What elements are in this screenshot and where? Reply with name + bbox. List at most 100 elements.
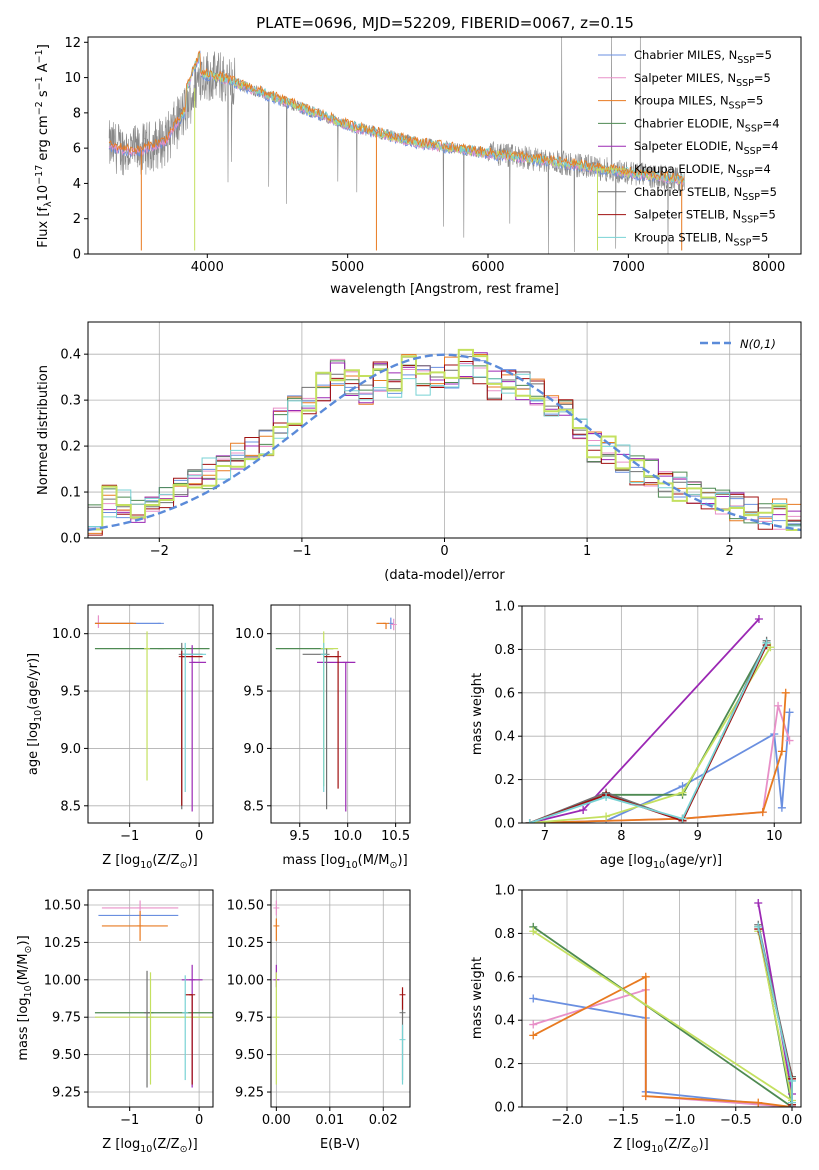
label-fragment: Chabrier STELIB, N bbox=[634, 185, 742, 199]
label-fragment: =5 bbox=[755, 48, 772, 62]
y-tick-label: 9.25 bbox=[52, 1086, 81, 1101]
x-axis-label: age [log10(age/yr)] bbox=[600, 853, 722, 871]
x-tick-label: 10.0 bbox=[333, 829, 362, 844]
x-tick-label: 9.5 bbox=[289, 829, 310, 844]
label-fragment: mass [log bbox=[16, 997, 31, 1060]
plot-area-weight-vs-Z bbox=[529, 899, 796, 1107]
mass-weight-line bbox=[529, 712, 791, 823]
label-fragment: ] bbox=[36, 44, 51, 49]
label-fragment: )] bbox=[398, 853, 408, 868]
y-axis-label: Flux [fλ10−17 erg cm−2 s−1 A−1] bbox=[34, 44, 54, 248]
label-fragment: −1 bbox=[34, 76, 45, 90]
legend-entry-label: Chabrier MILES, NSSP=5 bbox=[634, 48, 772, 66]
y-axis-label: mass [log10(M/M⊙)] bbox=[16, 935, 34, 1060]
x-axis-label: wavelength [Angstrom, rest frame] bbox=[330, 282, 559, 297]
label-fragment: =5 bbox=[760, 185, 777, 199]
data-point-marker bbox=[758, 808, 767, 817]
x-tick-label: 10 bbox=[766, 829, 783, 844]
label-fragment: Kroupa MILES, N bbox=[634, 94, 729, 108]
residual-histogram-step bbox=[88, 348, 801, 532]
axes-frame bbox=[87, 889, 214, 1108]
data-point-marker bbox=[785, 736, 794, 745]
y-tick-label: 0.0 bbox=[60, 532, 81, 547]
model-spectrum-line bbox=[178, 53, 685, 183]
label-fragment: A bbox=[36, 63, 51, 76]
label-fragment: =4 bbox=[754, 162, 771, 176]
legend-entry-label: Salpeter MILES, NSSP=5 bbox=[634, 71, 771, 89]
y-tick-label: 8.5 bbox=[60, 799, 81, 814]
axes-frame bbox=[270, 889, 411, 1108]
legend-entry-label: Chabrier ELODIE, NSSP=4 bbox=[634, 116, 780, 134]
x-tick-label: 7000 bbox=[612, 260, 645, 275]
y-tick-label: 10 bbox=[64, 71, 81, 86]
label-fragment: (Z/Z bbox=[152, 853, 179, 868]
axes-frame bbox=[270, 604, 411, 824]
x-tick-label: 10.5 bbox=[381, 829, 410, 844]
x-tick-label: 6000 bbox=[471, 260, 504, 275]
data-point-marker bbox=[529, 1031, 538, 1040]
y-tick-label: 0.3 bbox=[60, 394, 81, 409]
mass-weight-line bbox=[529, 705, 791, 823]
label-fragment: Salpeter STELIB, N bbox=[634, 208, 741, 222]
y-tick-label: 0.2 bbox=[494, 773, 515, 788]
label-fragment: SSP bbox=[734, 237, 752, 248]
label-fragment: =5 bbox=[751, 230, 768, 244]
label-fragment: =5 bbox=[754, 71, 771, 85]
x-tick-label: 9 bbox=[694, 829, 702, 844]
axes-residuals: −2 −1 0 1 2 0.0 0.1 0.2 0.3 0.4 bbox=[60, 321, 802, 559]
axes-age-vs-Z: −1 0 8.5 9.0 9.5 10.0 bbox=[52, 604, 214, 844]
label-fragment: Kroupa ELODIE, N bbox=[634, 162, 736, 176]
y-tick-label: 1.0 bbox=[494, 884, 515, 899]
x-tick-label: 8000 bbox=[752, 260, 785, 275]
data-point-marker bbox=[641, 972, 650, 981]
x-tick-label: 0.01 bbox=[315, 1113, 344, 1128]
y-tick-label: 0.1 bbox=[60, 486, 81, 501]
data-point-marker bbox=[602, 812, 611, 821]
label-fragment: ⊙ bbox=[23, 946, 34, 954]
x-tick-label: 0 bbox=[440, 544, 448, 559]
x-tick-label: −2 bbox=[150, 544, 169, 559]
data-point-marker bbox=[774, 701, 783, 710]
x-tick-label: −1 bbox=[120, 1113, 139, 1128]
axes-mass-vs-EBV: 0.00 0.01 0.02 9.25 9.50 9.75 10.00 10.25 10.50 bbox=[227, 889, 411, 1128]
y-tick-label: 4 bbox=[73, 177, 81, 192]
y-tick-label: 9.5 bbox=[60, 685, 81, 700]
label-fragment: (M/M bbox=[358, 853, 390, 868]
x-axis-label: Z [log10(Z/Z⊙)] bbox=[102, 1137, 197, 1155]
y-tick-label: 0.2 bbox=[494, 1057, 515, 1072]
y-tick-label: 10.0 bbox=[235, 627, 264, 642]
label-fragment: 10 bbox=[33, 710, 44, 722]
model-spectrum-line bbox=[178, 52, 685, 184]
y-tick-label: 10.25 bbox=[44, 936, 81, 951]
y-axis-label: mass weight bbox=[470, 957, 485, 1039]
data-point-marker bbox=[602, 792, 611, 801]
mass-weight-line bbox=[529, 646, 772, 823]
y-tick-label: 10.00 bbox=[44, 973, 81, 988]
y-tick-label: 9.50 bbox=[52, 1048, 81, 1063]
x-tick-label: −1 bbox=[120, 829, 139, 844]
label-fragment: 10 bbox=[36, 185, 51, 202]
label-fragment: −17 bbox=[34, 165, 45, 185]
x-tick-label: −1.5 bbox=[607, 1113, 639, 1128]
label-fragment: (Z/Z bbox=[663, 1137, 690, 1152]
data-point-marker bbox=[529, 994, 538, 1003]
data-point-marker bbox=[529, 1020, 538, 1029]
y-tick-label: 10.25 bbox=[227, 936, 264, 951]
label-fragment: 10 bbox=[651, 1144, 663, 1155]
label-fragment: SSP bbox=[744, 146, 762, 157]
axes-mass-vs-Z: −1 0 9.25 9.50 9.75 10.00 10.25 10.50 bbox=[44, 889, 214, 1128]
y-tick-label: 0.4 bbox=[60, 348, 81, 363]
mass-weight-line bbox=[529, 644, 768, 823]
y-axis-label: mass weight bbox=[470, 673, 485, 755]
label-fragment: SSP bbox=[736, 169, 754, 180]
data-point-marker bbox=[754, 615, 763, 624]
data-point-marker bbox=[781, 688, 790, 697]
y-tick-label: 0.6 bbox=[494, 686, 515, 701]
data-point-marker bbox=[754, 899, 763, 908]
label-fragment: SSP bbox=[742, 192, 760, 203]
y-tick-label: 0.4 bbox=[494, 1014, 515, 1029]
axes-frame bbox=[87, 604, 214, 824]
x-tick-label: −2.0 bbox=[551, 1113, 583, 1128]
plot-area-age-vs-Z bbox=[94, 615, 210, 812]
mass-weight-line bbox=[529, 692, 787, 823]
